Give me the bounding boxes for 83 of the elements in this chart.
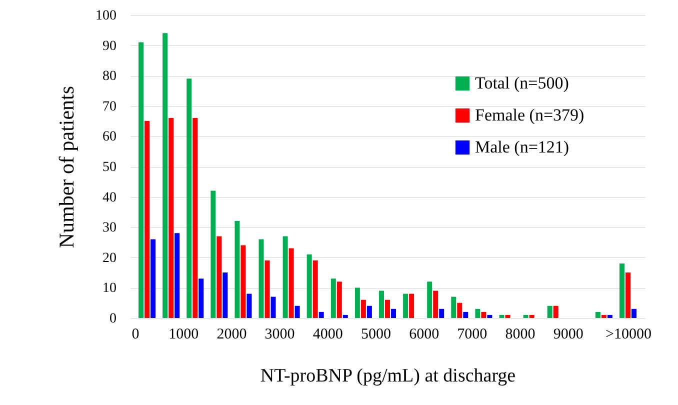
bar — [547, 306, 552, 318]
bar — [391, 308, 396, 318]
x-tick-label: 8000 — [505, 326, 536, 342]
bar — [216, 236, 222, 318]
bar — [162, 33, 168, 318]
x-tick-label: 4000 — [312, 326, 343, 342]
y-tick-label: 50 — [102, 160, 116, 175]
bar — [385, 300, 390, 318]
y-tick-label: 0 — [110, 312, 116, 326]
bar — [168, 118, 174, 318]
y-tick-label: 30 — [102, 220, 116, 236]
bar — [595, 312, 600, 318]
bar — [487, 314, 492, 318]
bar — [379, 290, 384, 318]
bar — [174, 233, 180, 318]
bar — [523, 314, 528, 318]
x-tick-label: 0 — [132, 326, 140, 342]
bar — [463, 312, 468, 318]
bar — [210, 190, 216, 318]
y-tick-label: 70 — [102, 99, 116, 114]
bar — [433, 290, 438, 318]
bar — [264, 260, 270, 318]
bar — [138, 42, 144, 318]
x-tick-label: 9000 — [553, 326, 584, 342]
bar — [270, 296, 276, 318]
bar — [631, 308, 636, 318]
bar — [619, 263, 624, 318]
bar — [282, 236, 288, 318]
legend-label: Female (n=379) — [475, 106, 584, 124]
bar — [198, 278, 204, 318]
legend-label: Total (n=500) — [475, 74, 569, 92]
bar — [150, 239, 156, 318]
bar — [336, 282, 342, 318]
x-tick-label: 5000 — [360, 326, 391, 342]
bar — [553, 306, 558, 318]
bar — [234, 221, 240, 318]
y-tick-label: 80 — [102, 69, 116, 84]
x-tick-label: 6000 — [409, 326, 440, 342]
legend-label: Male (n=121) — [475, 138, 570, 156]
bar — [222, 272, 228, 318]
y-tick-label: 90 — [102, 38, 116, 54]
y-tick-label: 100 — [96, 8, 116, 24]
x-tick-label: 3000 — [264, 326, 295, 342]
x-tick-label: >10000 — [605, 326, 652, 342]
bar — [288, 248, 294, 318]
bar — [246, 294, 252, 318]
bar — [360, 300, 366, 318]
bar — [366, 306, 372, 318]
bar — [403, 294, 408, 318]
x-axis-title: NT-proBNP (pg/mL) at discharge — [260, 366, 516, 386]
bar — [144, 121, 150, 318]
y-tick-label: 10 — [102, 281, 116, 296]
x-tick-label: 1000 — [168, 326, 199, 342]
bar — [330, 278, 336, 318]
bar — [409, 294, 414, 318]
x-tick-label: 7000 — [457, 326, 488, 342]
bar — [342, 314, 348, 318]
bar — [529, 314, 534, 318]
bar — [457, 302, 462, 318]
bar — [607, 314, 612, 318]
bar — [354, 288, 360, 318]
bar — [499, 314, 504, 318]
bar — [192, 118, 198, 318]
bar — [186, 78, 192, 318]
bar — [439, 308, 444, 318]
x-tick-label: 2000 — [216, 326, 247, 342]
y-axis-title: Number of patients — [54, 86, 78, 248]
bar — [601, 314, 606, 318]
bar — [475, 308, 480, 318]
bar — [306, 254, 312, 318]
bar — [318, 312, 324, 318]
bar — [451, 296, 456, 318]
bar — [294, 306, 300, 318]
y-tick-label: 20 — [102, 250, 116, 266]
bar — [427, 282, 432, 318]
bar — [240, 245, 246, 318]
bar — [625, 272, 630, 318]
bar — [505, 314, 510, 318]
bar — [481, 312, 486, 318]
bar — [312, 260, 318, 318]
bar — [258, 239, 264, 318]
y-tick-label: 60 — [102, 130, 116, 145]
y-tick-label: 40 — [102, 190, 116, 206]
